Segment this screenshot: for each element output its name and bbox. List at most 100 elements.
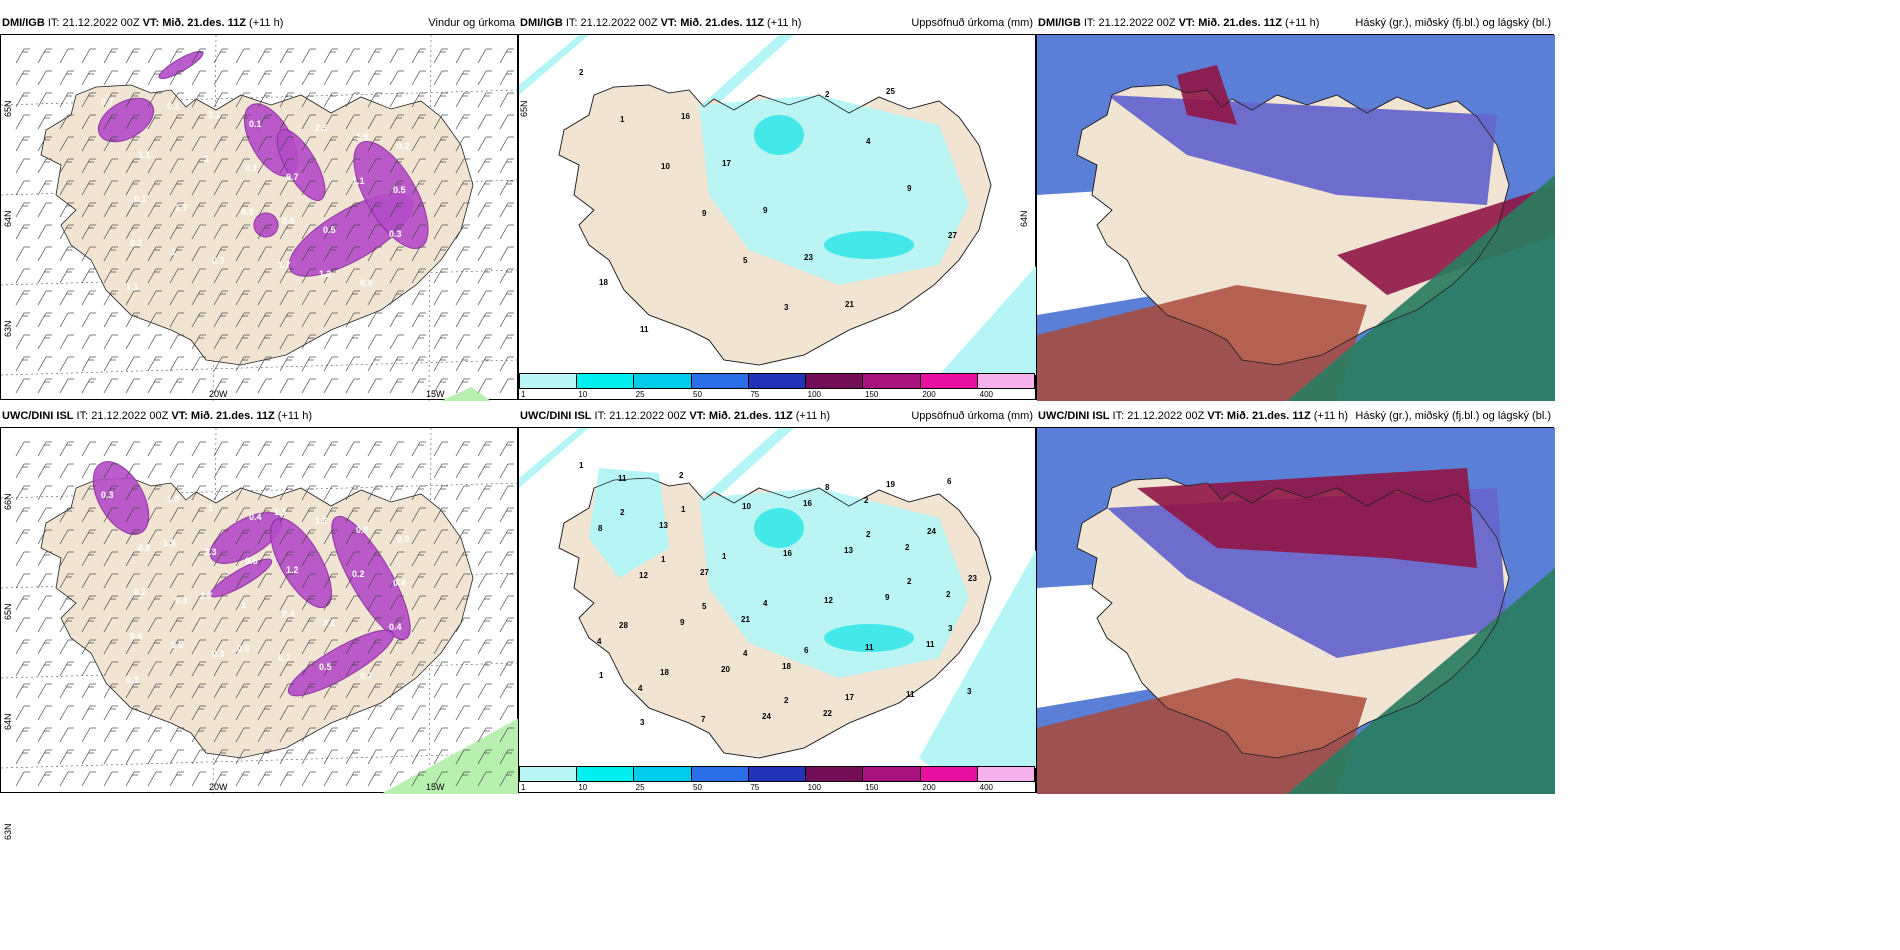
accum-value-label: 23 [968, 574, 977, 583]
wind-barb [367, 683, 382, 699]
init-time: IT: 21.12.2022 00Z [1109, 410, 1208, 422]
wind-barb [301, 551, 316, 567]
accum-value-label: 6 [947, 477, 952, 486]
wind-barb [15, 485, 30, 501]
wind-barb [169, 683, 184, 699]
accum-value-label: 7 [701, 715, 706, 724]
wind-barb [213, 485, 228, 501]
wind-barb [147, 463, 162, 479]
wind-barb [367, 202, 382, 218]
wind-barb [433, 441, 448, 457]
wind-barb [477, 507, 492, 523]
wind-barb [191, 573, 206, 589]
wind-barb [59, 749, 74, 765]
wind-barb [15, 617, 30, 633]
wind-barb [433, 705, 448, 721]
product-title: Uppsöfnuð úrkoma (mm) [911, 17, 1033, 29]
wind-barb [301, 92, 316, 108]
accum-value-label: 11 [640, 325, 649, 334]
wind-barb [411, 683, 426, 699]
model-name: UWC/DINI ISL [1038, 410, 1110, 422]
wind-barb [147, 224, 162, 240]
wind-barb [257, 573, 272, 589]
accum-value-label: 10 [661, 162, 670, 171]
wind-barb [37, 727, 52, 743]
wind-barb [345, 136, 360, 152]
wind-barb [15, 463, 30, 479]
wind-barb [367, 290, 382, 306]
wind-barb [169, 749, 184, 765]
legend-tick-label: 200 [922, 783, 936, 792]
wind-barb [103, 485, 118, 501]
wind-barb [257, 639, 272, 655]
wind-barb [301, 246, 316, 262]
wind-barb [433, 639, 448, 655]
wind-barb [191, 312, 206, 328]
accum-value-label: 1 [722, 552, 727, 561]
wind-barb [147, 441, 162, 457]
wind-barb [279, 705, 294, 721]
wind-barb [147, 92, 162, 108]
wind-barb [257, 48, 272, 64]
wind-barb [147, 727, 162, 743]
wind-barb [147, 705, 162, 721]
accum-value-label: 2 [825, 90, 830, 99]
precip-value-label: 0.7 [278, 653, 291, 663]
wind-barb [367, 463, 382, 479]
legend-tick-label: 150 [865, 783, 879, 792]
wind-barb [345, 551, 360, 567]
wind-barb [279, 727, 294, 743]
wind-barb [499, 573, 514, 589]
legend-swatch [634, 374, 692, 388]
panel-title: DMI/IGB IT: 21.12.2022 00Z VT: Mið. 21.d… [1037, 13, 1553, 33]
wind-barb [169, 661, 184, 677]
wind-barb [323, 771, 338, 787]
wind-barb [103, 639, 118, 655]
wind-barb [499, 749, 514, 765]
wind-barb [323, 507, 338, 523]
product-title: Háský (gr.), miðský (fj.bl.) og lágský (… [1355, 17, 1551, 29]
wind-barb [455, 246, 470, 262]
high-cloud-area [1287, 175, 1555, 401]
wind-barb [499, 529, 514, 545]
panel-title-left: DMI/IGB IT: 21.12.2022 00Z VT: Mið. 21.d… [520, 13, 801, 33]
wind-barb [411, 727, 426, 743]
wind-barb [367, 705, 382, 721]
wind-barb [433, 268, 448, 284]
legend-tick-label: 10 [578, 783, 588, 792]
wind-barb [81, 180, 96, 196]
wind-barb [301, 202, 316, 218]
accum-value-label: 3 [967, 687, 972, 696]
wind-barb [499, 639, 514, 655]
wind-barb [191, 529, 206, 545]
wind-barb [213, 312, 228, 328]
wind-barb [213, 246, 228, 262]
wind-barb [59, 771, 74, 787]
wind-barb [455, 463, 470, 479]
accum-value-label: 3 [784, 303, 789, 312]
legend-colorbar [519, 766, 1035, 782]
wind-barb [499, 180, 514, 196]
wind-barb [235, 661, 250, 677]
model-name: DMI/IGB [1038, 17, 1081, 29]
wind-barb [15, 749, 30, 765]
wind-barb [323, 749, 338, 765]
wind-barb [191, 268, 206, 284]
legend-tick-label: 75 [750, 390, 760, 399]
wind-barb [323, 224, 338, 240]
init-time: IT: 21.12.2022 00Z [73, 410, 172, 422]
wind-barb [125, 378, 140, 394]
accum-value-label: 4 [597, 637, 602, 646]
accum-value-label: 25 [886, 87, 895, 96]
legend-tick-label: 400 [979, 390, 994, 399]
wind-barb [433, 180, 448, 196]
wind-barb [301, 334, 316, 350]
wind-barb [37, 136, 52, 152]
wind-barb [235, 441, 250, 457]
wind-barb [213, 441, 228, 457]
wind-barb [257, 246, 272, 262]
wind-barb [455, 290, 470, 306]
legend-colorbar [519, 373, 1035, 389]
wind-barb [301, 48, 316, 64]
